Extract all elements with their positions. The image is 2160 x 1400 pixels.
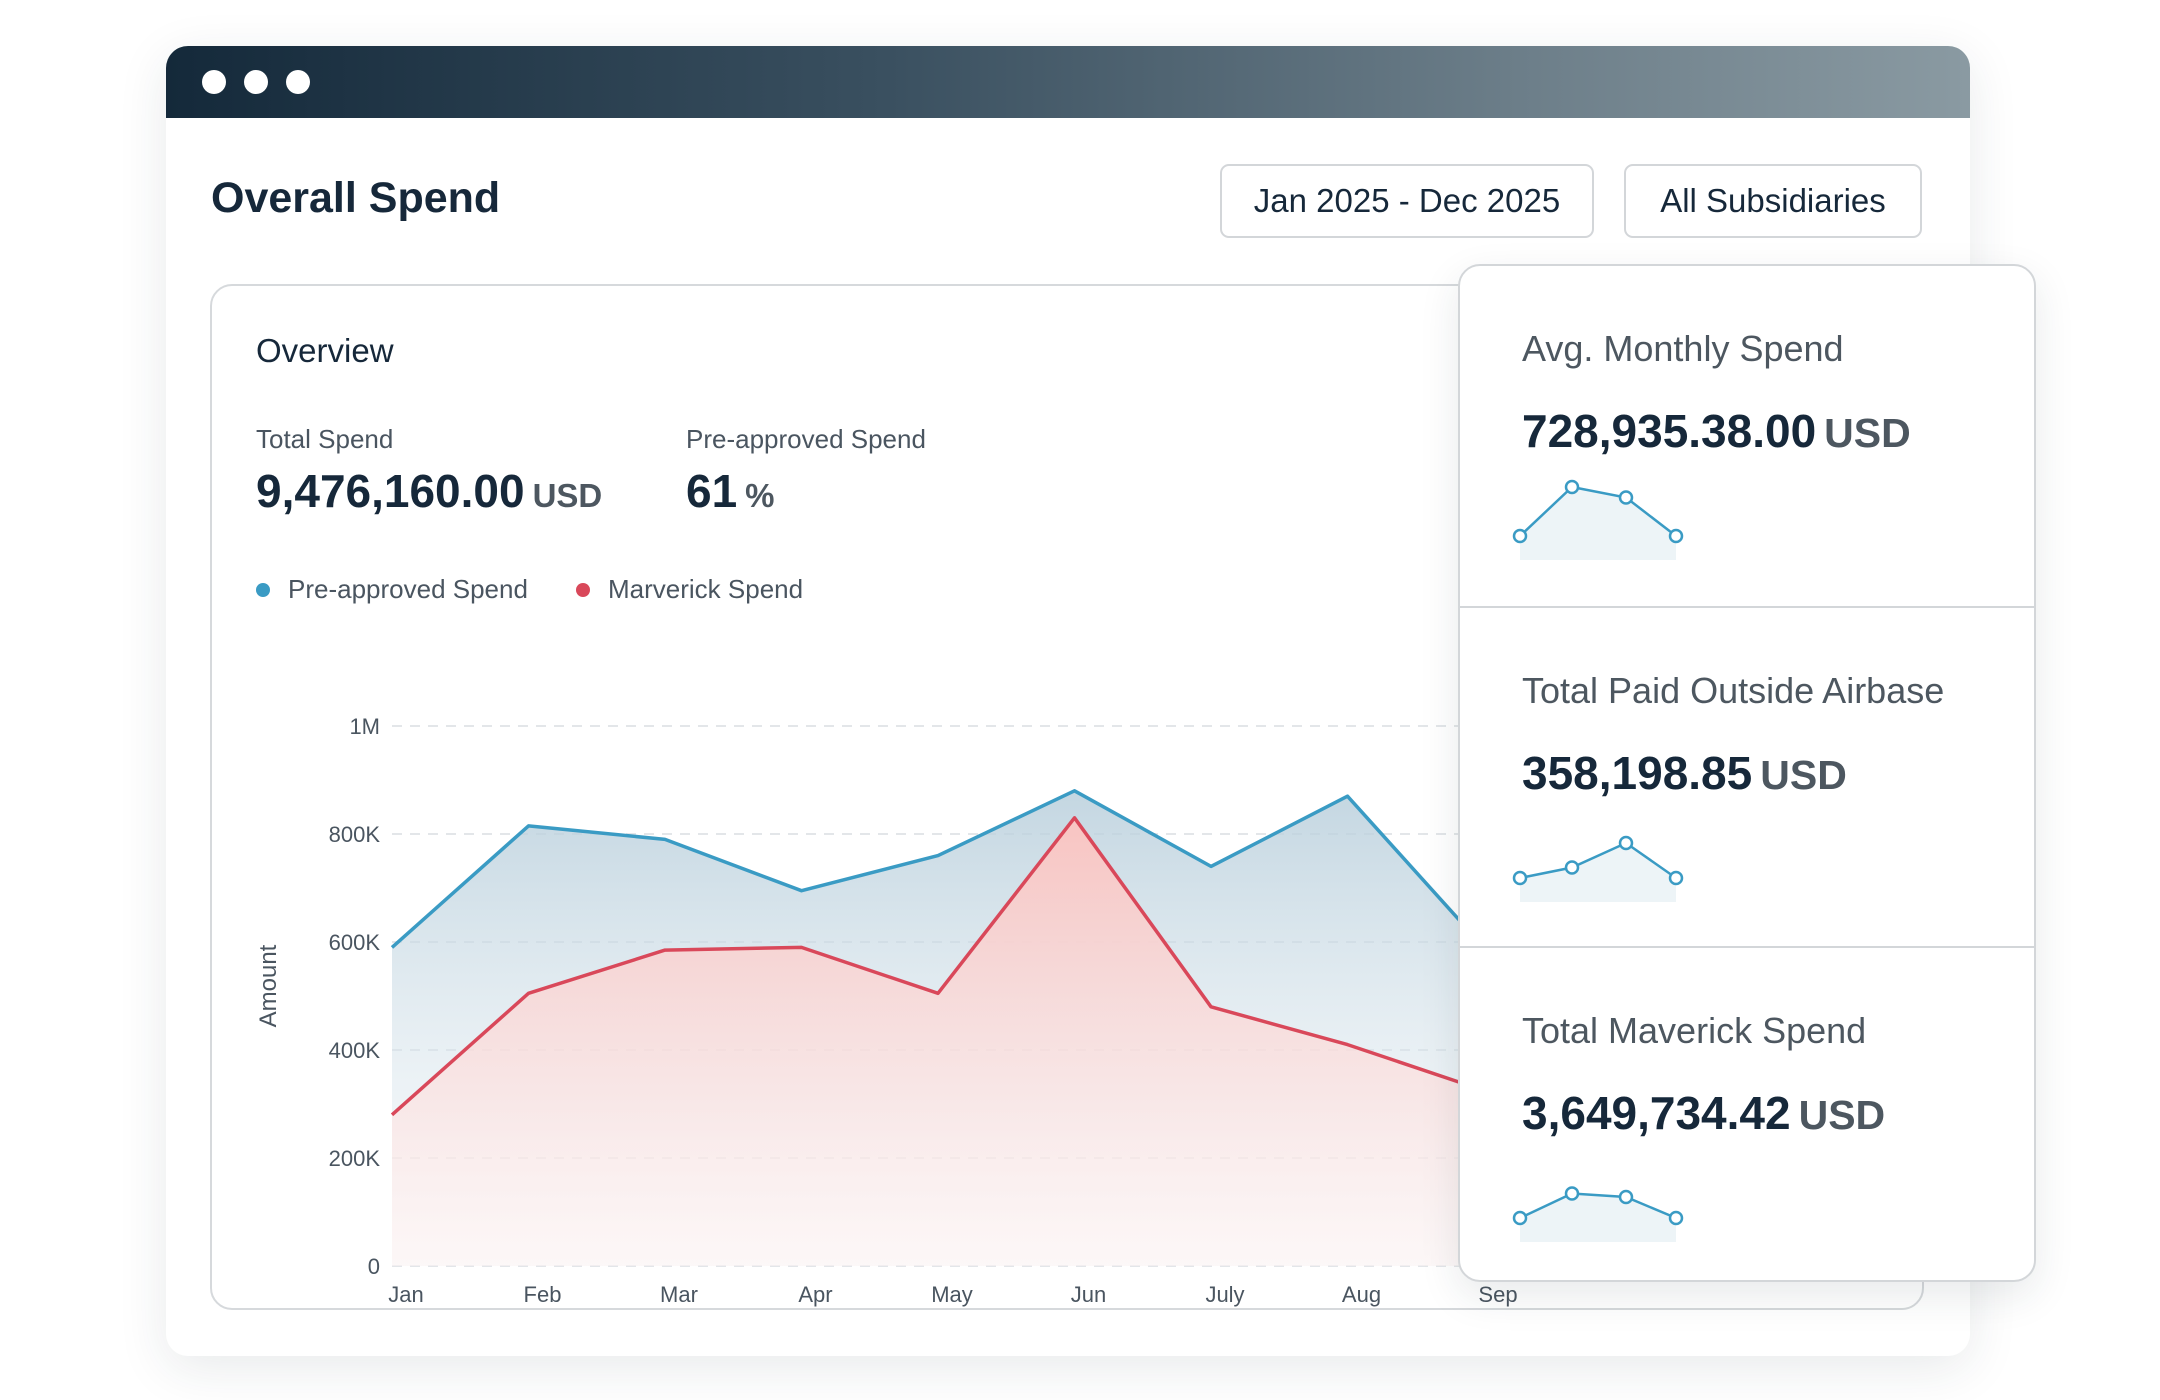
- preapproved-spend-amount: 61: [686, 465, 738, 517]
- date-range-button[interactable]: Jan 2025 - Dec 2025: [1220, 164, 1594, 238]
- series-line-1[interactable]: [390, 816, 1485, 1117]
- x-tick-label: Sep: [1478, 1282, 1517, 1307]
- x-tick-label: July: [1205, 1282, 1244, 1307]
- y-axis-title: Amount: [255, 944, 282, 1027]
- x-tick-label: Feb: [524, 1282, 562, 1307]
- x-tick-label: Jun: [1071, 1282, 1106, 1307]
- x-tick-label: Apr: [798, 1282, 832, 1307]
- total-spend-unit: USD: [532, 477, 603, 514]
- sparkline-point: [1668, 528, 1684, 544]
- sparkline-paid-outside: [1512, 835, 1684, 902]
- sparkline-maverick: [1512, 1186, 1684, 1242]
- stat-value: 358,198.85 USD: [1522, 746, 1847, 800]
- legend-dot-preapproved: [256, 582, 270, 597]
- stat-unit: USD: [1760, 752, 1847, 798]
- y-tick-label: 800K: [329, 822, 381, 847]
- legend-item-preapproved[interactable]: Pre-approved Spend: [256, 574, 528, 605]
- window-control-close[interactable]: [202, 70, 226, 94]
- total-spend-amount: 9,476,160.00: [256, 465, 525, 517]
- y-tick-label: 600K: [329, 930, 381, 955]
- stat-label: Avg. Monthly Spend: [1522, 328, 1844, 369]
- sparkline-point: [1668, 870, 1684, 886]
- window-control-maximize[interactable]: [286, 70, 310, 94]
- series-area-1: [392, 817, 1484, 1266]
- preapproved-spend-value: 61%: [686, 464, 775, 518]
- sparkline-area: [1520, 843, 1676, 902]
- sparkline-point: [1668, 1210, 1684, 1226]
- sparkline-line: [1519, 841, 1677, 880]
- legend-item-maverick[interactable]: Marverick Spend: [576, 574, 803, 605]
- stat-value: 3,649,734.42 USD: [1522, 1086, 1885, 1140]
- sparkline-area: [1520, 1193, 1676, 1242]
- y-tick-label: 0: [368, 1254, 380, 1279]
- stat-unit: USD: [1824, 410, 1911, 456]
- stat-card-maverick[interactable]: Total Maverick Spend 3,649,734.42 USD: [1460, 946, 2034, 1280]
- sparkline-point: [1512, 1210, 1528, 1226]
- stats-panel: Avg. Monthly Spend 728,935.38.00 USD Tota…: [1458, 264, 2036, 1282]
- sparkline-avg-monthly: [1512, 479, 1684, 560]
- y-tick-label: 1M: [349, 714, 380, 739]
- legend-dot-maverick: [576, 582, 590, 597]
- stat-card-paid-outside[interactable]: Total Paid Outside Airbase 358,198.85 USD: [1460, 606, 2034, 946]
- legend-label-preapproved: Pre-approved Spend: [288, 574, 528, 604]
- sparkline-point: [1618, 1189, 1634, 1205]
- stat-amount: 728,935.38.00: [1522, 405, 1817, 457]
- preapproved-spend-label: Pre-approved Spend: [686, 424, 926, 454]
- window-control-minimize[interactable]: [244, 70, 268, 94]
- preapproved-spend-unit: %: [745, 477, 775, 514]
- sparkline-line: [1519, 1192, 1677, 1220]
- x-tick-label: Aug: [1342, 1282, 1381, 1307]
- total-spend-label: Total Spend: [256, 424, 394, 454]
- sparkline-point: [1564, 479, 1580, 495]
- sparkline-area: [1520, 487, 1676, 560]
- legend-label-maverick: Marverick Spend: [608, 574, 804, 604]
- x-tick-label: May: [931, 1282, 973, 1307]
- stat-value: 728,935.38.00 USD: [1522, 404, 1911, 458]
- sparkline-point: [1564, 1186, 1580, 1201]
- y-tick-label: 400K: [329, 1038, 381, 1063]
- stat-unit: USD: [1798, 1092, 1886, 1138]
- sparkline-line: [1519, 485, 1677, 537]
- stat-label: Total Paid Outside Airbase: [1522, 670, 1945, 711]
- spend-area-chart: 0 200K 400K 600K 800K 1M Jan Feb Mar Apr May Jun Jul…: [255, 714, 1518, 1307]
- y-tick-label: 200K: [329, 1146, 381, 1171]
- subsidiary-filter-button[interactable]: All Subsidiaries: [1624, 164, 1922, 238]
- x-tick-label: Jan: [388, 1282, 423, 1307]
- sparkline-point: [1564, 860, 1580, 875]
- x-tick-label: Mar: [660, 1282, 698, 1307]
- sparkline-point: [1512, 528, 1528, 544]
- sparkline-point: [1512, 870, 1528, 886]
- stat-label: Total Maverick Spend: [1522, 1010, 1867, 1051]
- page-title: Overall Spend: [211, 174, 501, 222]
- sparkline-point: [1618, 835, 1634, 851]
- stat-amount: 3,649,734.42: [1522, 1087, 1791, 1139]
- stat-amount: 358,198.85: [1522, 747, 1753, 799]
- series-line-0[interactable]: [390, 789, 1486, 949]
- sparkline-point: [1618, 490, 1634, 505]
- window-titlebar: [166, 46, 1970, 118]
- stat-card-avg-monthly[interactable]: Avg. Monthly Spend 728,935.38.00 USD: [1460, 266, 2034, 606]
- total-spend-value: 9,476,160.00 USD: [256, 464, 602, 518]
- overview-title: Overview: [256, 332, 394, 369]
